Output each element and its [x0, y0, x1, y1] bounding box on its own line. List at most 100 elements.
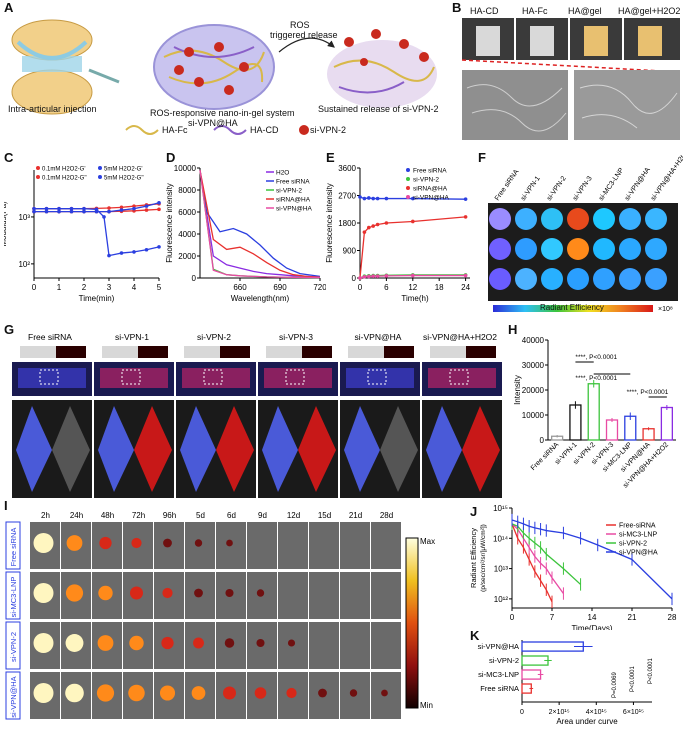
- signal: [128, 684, 145, 702]
- red-thumb: [220, 346, 250, 358]
- roi-box: [39, 369, 59, 385]
- signal: [33, 533, 54, 553]
- red-thumb: [302, 346, 332, 358]
- panel-label-a: A: [4, 0, 14, 15]
- data-point: [144, 204, 149, 208]
- red-thumb: [384, 346, 414, 358]
- timepoint-label: 6d: [227, 511, 236, 520]
- x-tick-label: 21: [628, 613, 637, 622]
- series-line-free-sirna: [511, 523, 553, 603]
- x-axis-label: Time(min): [79, 294, 115, 303]
- panel-f-images: Free siRNA si-VPN-1 si-VPN-2 si-VPN-3 si-MC3…: [488, 155, 683, 313]
- mouse-image: [340, 522, 370, 569]
- legend-marker: [36, 175, 40, 179]
- panel-label-g: G: [4, 322, 15, 337]
- x-tick-label: 720: [313, 283, 326, 292]
- x-axis-label: Time(Days): [571, 624, 612, 630]
- stack-red: [380, 406, 418, 492]
- y-tick-label: 2000: [178, 252, 196, 261]
- column-label: si-VPN-2: [546, 175, 568, 202]
- data-point: [32, 206, 36, 211]
- legend-entry: si-VPN@HA: [276, 206, 313, 213]
- column-label: si-VPN@HA+H2O2: [423, 332, 497, 342]
- stack-blue: [262, 406, 298, 492]
- sig-label: P<0.0001: [648, 657, 654, 684]
- y-tick-label: 1800: [338, 219, 356, 228]
- vial-ha-cd: HA-CD: [470, 6, 499, 16]
- intensity-scale: [405, 537, 419, 709]
- signal: [96, 684, 115, 702]
- mouse-image: [309, 572, 339, 619]
- y-tick-label: 10000: [174, 164, 197, 173]
- stack-blue: [16, 406, 52, 492]
- data-point: [358, 195, 362, 199]
- red-thumb: [138, 346, 168, 358]
- colorbar-label: Radiant Efficiency: [540, 303, 604, 312]
- data-point: [132, 204, 136, 208]
- bright-thumb: [20, 346, 56, 358]
- signal: [66, 535, 83, 551]
- data-point: [411, 219, 415, 224]
- x-tick-label: 4: [132, 283, 137, 292]
- x-tick-label: 14: [588, 613, 597, 622]
- signal: [97, 635, 114, 651]
- data-point: [119, 205, 124, 210]
- stack-red: [216, 406, 254, 492]
- data-point: [375, 274, 380, 278]
- well: [567, 238, 589, 260]
- signal: [130, 586, 143, 600]
- data-point: [371, 274, 375, 278]
- red-thumb: [466, 346, 496, 358]
- panel-b-images: [462, 18, 681, 140]
- bright-thumb: [266, 346, 302, 358]
- series-line-sirna-ha: [199, 170, 321, 278]
- y-tick-label: 10¹⁵: [493, 504, 508, 513]
- tissue: [18, 368, 86, 388]
- data-point: [94, 209, 99, 214]
- legend-entry: siRNA@HA: [413, 186, 448, 193]
- timepoint-label: 2h: [41, 511, 50, 520]
- well: [515, 268, 537, 290]
- data-point: [367, 274, 371, 279]
- data-point: [107, 209, 111, 214]
- legend-marker: [406, 195, 410, 199]
- legend-marker: [406, 186, 410, 190]
- signal: [381, 689, 388, 697]
- signal: [286, 687, 297, 699]
- vial-ha-gel: HA@gel: [568, 6, 602, 16]
- y-tick-label: 10¹³: [494, 565, 509, 574]
- legend-marker: [98, 166, 102, 170]
- data-point: [157, 207, 161, 212]
- well: [515, 238, 537, 260]
- column-label: si-VPN@HA+H2O2: [650, 155, 683, 202]
- legend-marker: [36, 166, 40, 170]
- legend-entry: H2O: [276, 170, 289, 177]
- x-tick-label: 2: [82, 283, 87, 292]
- legend-entry: si-VPN-2: [619, 541, 647, 548]
- well: [489, 208, 511, 230]
- y-tick-label: 900: [343, 247, 357, 256]
- y-tick-label: si-MC3-LNP: [478, 670, 519, 679]
- legend-entry: siRNA@HA: [276, 197, 311, 204]
- signal: [131, 537, 142, 549]
- chart-e: 0 6 12 18 24 3600 2700 1800 900 0 Time(h) Fluoresce…: [326, 164, 471, 303]
- bar-si-vpn-ha-h2o2: [660, 406, 673, 441]
- roi-box: [121, 369, 141, 385]
- legend-si-vpn-2: si-VPN-2: [310, 125, 347, 135]
- x-axis-label: Area under curve: [556, 717, 618, 726]
- signal: [349, 689, 358, 697]
- y-tick-label: 2700: [338, 192, 356, 201]
- bright-thumb: [348, 346, 384, 358]
- x-tick-label: 2×10¹⁵: [549, 709, 570, 716]
- series-line-si-mc3-lnp: [511, 523, 564, 594]
- signal: [163, 538, 172, 548]
- panel-a-schematic: [11, 19, 437, 135]
- bright-thumb: [184, 346, 220, 358]
- y-tick-label: 20000: [522, 386, 545, 395]
- x-tick-label: 18: [435, 283, 444, 292]
- data-point: [69, 209, 74, 214]
- stack-red: [52, 406, 90, 492]
- chart-h: 40000 30000 20000 10000 0 Intensity Free siRNA…: [513, 336, 676, 490]
- series-line-free-sirna: [199, 170, 321, 277]
- signal: [33, 583, 54, 603]
